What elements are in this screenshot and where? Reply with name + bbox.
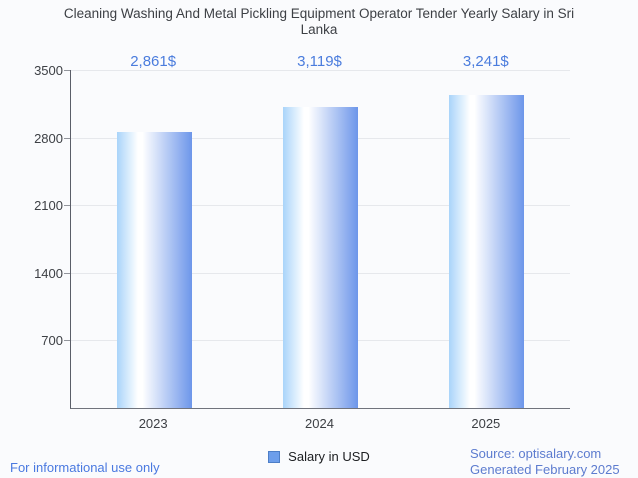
source-text: Source: optisalary.com [470,446,602,461]
bar-value-label: 3,119$ [297,53,342,70]
bar-value-label: 2,861$ [130,53,177,70]
bar [449,95,525,408]
legend-label: Salary in USD [288,449,370,464]
generated-text: Generated February 2025 [470,461,620,477]
disclaimer-text: For informational use only [10,460,160,475]
y-axis-tick-label: 1400 [34,265,63,281]
y-axis-tick [64,137,70,139]
gridline [71,70,570,71]
bar [283,106,358,408]
bar [116,131,192,408]
y-axis-tick [64,340,70,342]
bar-value-label: 3,241$ [462,53,509,70]
y-axis-tick-label: 3500 [34,63,63,78]
y-axis-tick-label: 2100 [34,198,63,214]
legend: Salary in USD [0,449,638,464]
x-axis-label: 2023 [138,416,168,431]
plot-area [70,70,570,409]
x-axis-label: 2025 [471,416,501,431]
chart-title: Cleaning Washing And Metal Pickling Equi… [63,6,575,37]
y-axis-tick-label: 700 [41,333,63,349]
legend-marker-icon [268,450,281,463]
y-axis-tick-label: 2800 [34,130,63,146]
x-axis-label: 2024 [305,416,334,431]
y-axis-tick [64,70,70,71]
source-block: Source: optisalary.com Generated Februar… [470,446,620,477]
y-axis-tick [64,205,70,207]
y-axis-tick [64,272,70,274]
